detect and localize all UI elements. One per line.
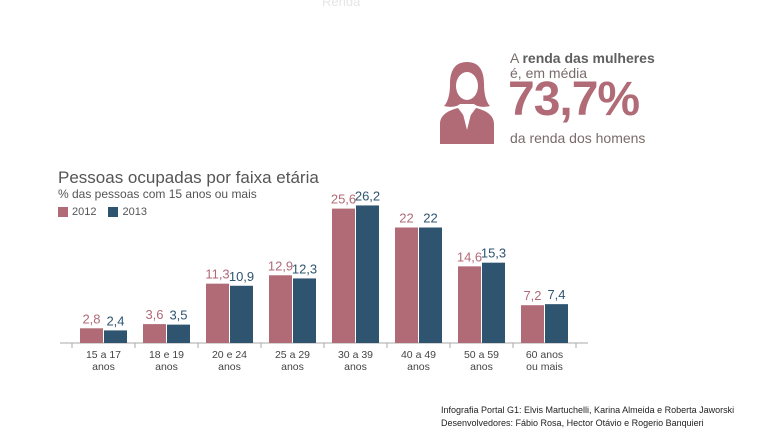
chart-legend: 2012 2013 [58,206,159,218]
bar-2013-4 [356,205,379,343]
data-label-2012-0: 2,8 [82,311,100,326]
callout-bold-text: renda das mulheres [522,50,655,66]
x-tick-label-1-1: anos [155,361,178,373]
chart-subtitle: % das pessoas com 15 anos ou mais [58,187,257,201]
bar-2013-2 [230,285,253,343]
legend-label-2012: 2012 [72,206,97,218]
bar-2013-3 [293,278,316,343]
bar-2012-3 [269,275,292,343]
x-tick-label-1-0: 18 e 19 [149,349,184,361]
data-label-2013-5: 22 [423,211,437,226]
data-label-2013-0: 2,4 [106,313,124,328]
data-label-2012-6: 14,6 [457,249,482,264]
credits-line2: Desenvolvedores: Fábio Rosa, Hector Otáv… [441,418,704,428]
x-tick-label-0-0: 15 a 17 [86,349,121,361]
bar-2013-0 [104,330,127,343]
data-label-2012-3: 12,9 [268,258,293,273]
data-label-2013-2: 10,9 [229,269,254,284]
callout-line1: A renda das mulheres [510,50,655,66]
x-tick-label-3-0: 25 a 29 [275,349,310,361]
bar-2012-1 [143,324,166,343]
data-label-2013-4: 26,2 [355,188,380,203]
callout-percentage: 73,7% [508,73,640,126]
credits: Infografia Portal G1: Elvis Martuchelli,… [441,404,734,430]
x-tick-label-7-1: ou mais [526,361,563,373]
bar-2012-4 [332,208,355,343]
x-tick-label-3-1: anos [281,361,304,373]
income-callout: A renda das mulheres é, em média 73,7% d… [438,48,738,148]
chart-title: Pessoas ocupadas por faixa etária [58,168,319,187]
callout-line2: é, em média [510,65,588,81]
legend-label-2013: 2013 [122,206,147,218]
legend-swatch-2012 [58,207,68,217]
x-tick-label-6-0: 50 a 59 [464,349,499,361]
callout-line3: da renda dos homens [510,130,646,146]
data-label-2012-2: 11,3 [205,267,229,282]
data-label-2012-5: 22 [399,211,413,226]
bar-2013-6 [482,262,505,343]
bar-2013-1 [167,324,190,343]
data-label-2012-7: 7,2 [523,288,541,303]
data-label-2013-7: 7,4 [547,287,565,302]
legend-item-2012: 2012 [58,206,96,218]
data-label-2013-1: 3,5 [169,308,187,323]
legend-item-2013: 2013 [108,206,147,218]
x-tick-label-7-0: 60 anos [526,349,563,361]
bar-2012-7 [521,305,544,343]
bar-2012-0 [80,328,103,343]
data-label-2012-4: 25,6 [331,192,356,207]
x-tick-label-2-0: 20 e 24 [212,349,247,361]
data-label-2013-6: 15,3 [481,246,506,261]
bar-2012-6 [458,266,481,343]
credits-line1: Infografia Portal G1: Elvis Martuchelli,… [441,405,735,415]
bar-2013-5 [419,227,442,343]
x-tick-label-4-1: anos [344,361,367,373]
bar-2013-7 [545,304,568,343]
data-label-2013-3: 12,3 [292,261,317,276]
x-tick-label-4-0: 30 a 39 [338,349,373,361]
data-label-2012-1: 3,6 [145,307,163,322]
x-tick-label-6-1: anos [470,361,493,373]
legend-swatch-2013 [108,207,119,217]
bar-2012-2 [206,283,229,343]
faded-header-text: Renda [322,0,361,9]
bar-2012-5 [395,227,418,343]
x-tick-label-2-1: anos [218,361,241,373]
woman-icon [440,62,494,144]
x-tick-label-5-0: 40 a 49 [401,349,436,361]
x-tick-label-0-1: anos [92,361,115,373]
x-tick-label-5-1: anos [407,361,430,373]
